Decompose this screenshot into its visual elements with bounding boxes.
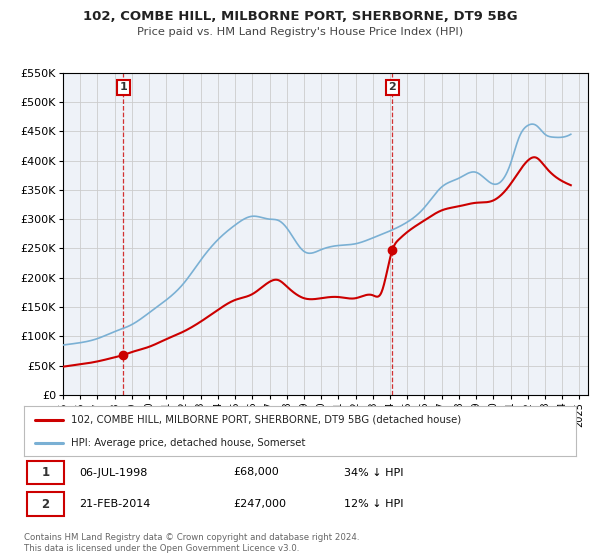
Text: £68,000: £68,000: [234, 468, 280, 478]
Text: Contains HM Land Registry data © Crown copyright and database right 2024.: Contains HM Land Registry data © Crown c…: [24, 533, 359, 542]
Text: Price paid vs. HM Land Registry's House Price Index (HPI): Price paid vs. HM Land Registry's House …: [137, 27, 463, 37]
Text: 2: 2: [388, 82, 396, 92]
Text: 2: 2: [41, 497, 50, 511]
Text: 102, COMBE HILL, MILBORNE PORT, SHERBORNE, DT9 5BG (detached house): 102, COMBE HILL, MILBORNE PORT, SHERBORN…: [71, 414, 461, 424]
Text: 102, COMBE HILL, MILBORNE PORT, SHERBORNE, DT9 5BG: 102, COMBE HILL, MILBORNE PORT, SHERBORN…: [83, 10, 517, 22]
Text: This data is licensed under the Open Government Licence v3.0.: This data is licensed under the Open Gov…: [24, 544, 299, 553]
Text: HPI: Average price, detached house, Somerset: HPI: Average price, detached house, Some…: [71, 438, 305, 448]
Text: 06-JUL-1998: 06-JUL-1998: [79, 468, 148, 478]
Text: £247,000: £247,000: [234, 499, 287, 509]
Text: 1: 1: [41, 466, 50, 479]
Text: 34% ↓ HPI: 34% ↓ HPI: [344, 468, 404, 478]
Text: 12% ↓ HPI: 12% ↓ HPI: [344, 499, 404, 509]
Text: 1: 1: [119, 82, 127, 92]
Text: 21-FEB-2014: 21-FEB-2014: [79, 499, 151, 509]
FancyBboxPatch shape: [27, 460, 64, 484]
FancyBboxPatch shape: [27, 492, 64, 516]
